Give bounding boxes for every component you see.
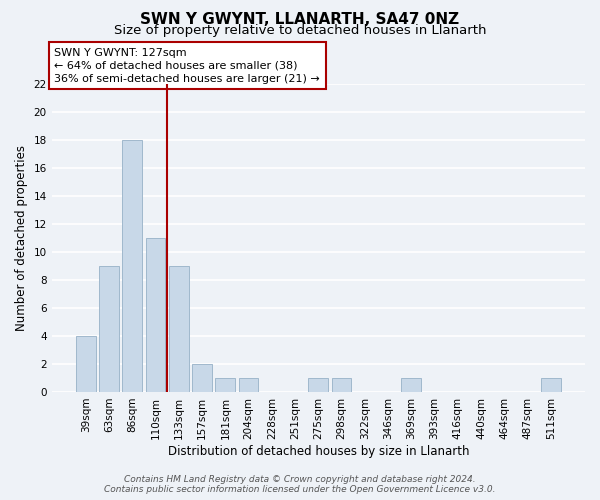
Bar: [76, 336, 95, 392]
Bar: [215, 378, 235, 392]
Bar: [99, 266, 119, 392]
Text: SWN Y GWYNT, LLANARTH, SA47 0NZ: SWN Y GWYNT, LLANARTH, SA47 0NZ: [140, 12, 460, 28]
Bar: [332, 378, 352, 392]
X-axis label: Distribution of detached houses by size in Llanarth: Distribution of detached houses by size …: [167, 444, 469, 458]
Y-axis label: Number of detached properties: Number of detached properties: [15, 145, 28, 331]
Text: Contains HM Land Registry data © Crown copyright and database right 2024.
Contai: Contains HM Land Registry data © Crown c…: [104, 474, 496, 494]
Bar: [541, 378, 561, 392]
Bar: [192, 364, 212, 392]
Bar: [169, 266, 188, 392]
Bar: [122, 140, 142, 392]
Text: SWN Y GWYNT: 127sqm
← 64% of detached houses are smaller (38)
36% of semi-detach: SWN Y GWYNT: 127sqm ← 64% of detached ho…: [55, 48, 320, 84]
Bar: [308, 378, 328, 392]
Bar: [239, 378, 259, 392]
Bar: [401, 378, 421, 392]
Bar: [146, 238, 166, 392]
Text: Size of property relative to detached houses in Llanarth: Size of property relative to detached ho…: [114, 24, 486, 37]
